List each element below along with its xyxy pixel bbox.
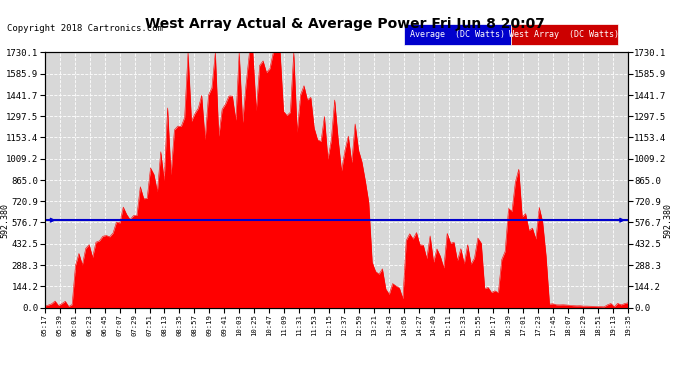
Text: West Array  (DC Watts): West Array (DC Watts) [509, 30, 619, 39]
Text: 592.380: 592.380 [1, 203, 10, 238]
Text: West Array Actual & Average Power Fri Jun 8 20:07: West Array Actual & Average Power Fri Ju… [145, 17, 545, 31]
Text: Average  (DC Watts): Average (DC Watts) [410, 30, 504, 39]
Text: 592.380: 592.380 [663, 203, 672, 238]
Text: Copyright 2018 Cartronics.com: Copyright 2018 Cartronics.com [7, 24, 163, 33]
